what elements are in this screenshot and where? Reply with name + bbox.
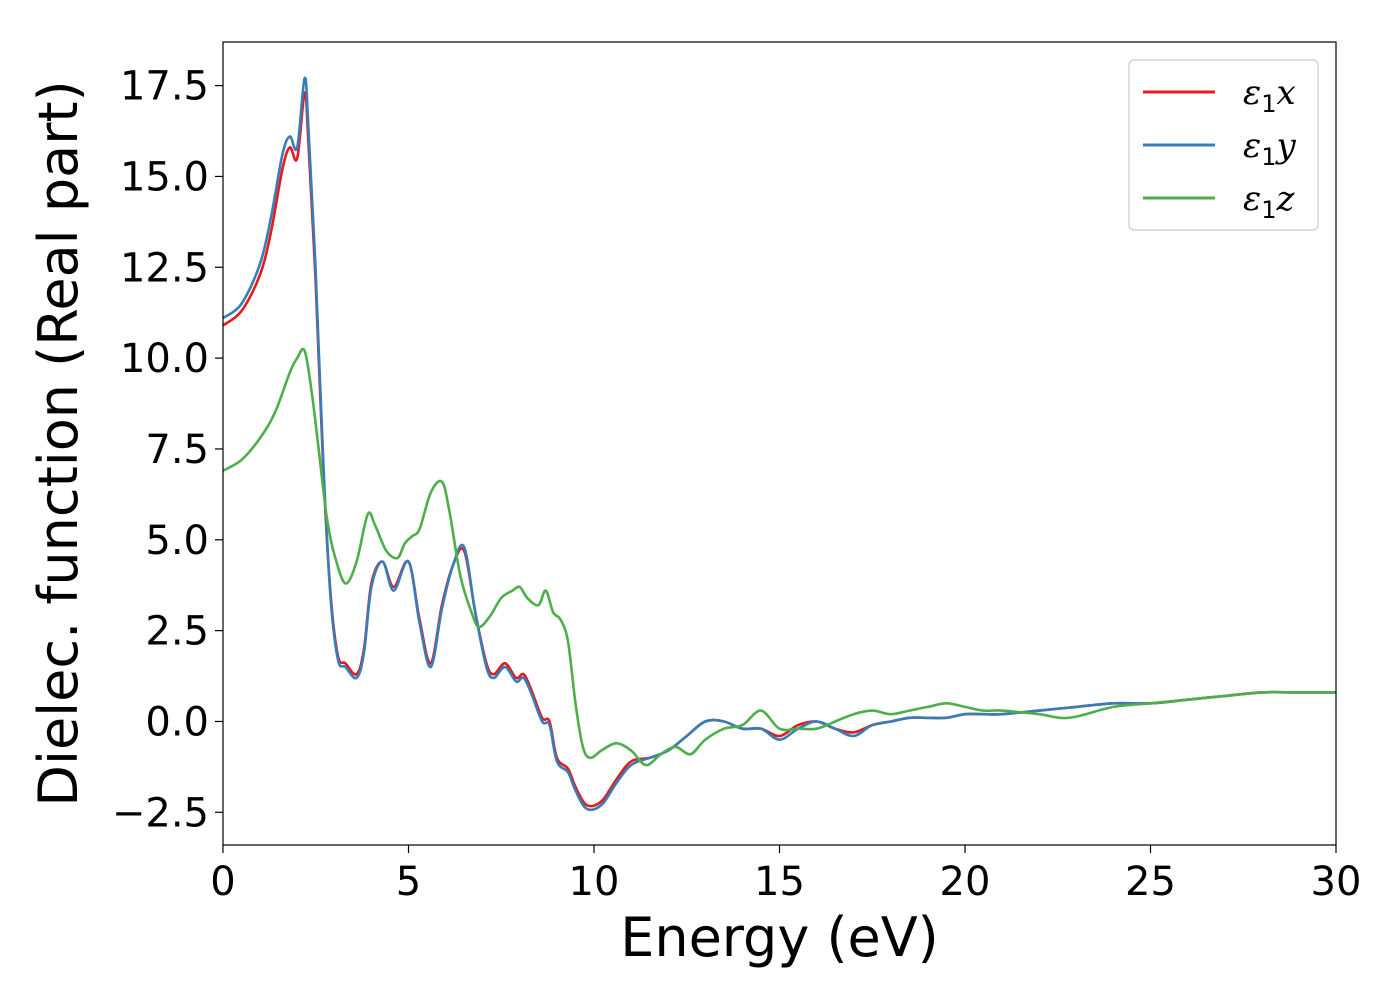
x-axis-label: Energy (eV) (620, 906, 939, 969)
y-tick-label: −2.5 (112, 790, 209, 836)
legend-label-y: ε1y (1243, 126, 1297, 171)
legend-label-z: ε1z (1243, 179, 1296, 224)
y-tick-label: 5.0 (145, 518, 209, 564)
y-tick-label: 12.5 (120, 245, 209, 291)
series-line-z (222, 347, 1336, 767)
x-tick-label: 20 (940, 859, 991, 905)
y-tick-label: 2.5 (145, 609, 209, 655)
x-tick-label: 15 (754, 859, 805, 905)
x-tick-label: 25 (1125, 859, 1176, 905)
y-tick-label: 7.5 (145, 427, 209, 473)
x-tick-label: 0 (210, 859, 235, 905)
x-axis-ticks: 0 5 10 15 20 25 30 (210, 845, 1361, 905)
legend-items: ε1x ε1y ε1z (1143, 73, 1297, 224)
x-tick-label: 5 (396, 859, 421, 905)
plot-frame (222, 41, 1337, 846)
x-tick-label: 30 (1311, 859, 1362, 905)
y-tick-label: 15.0 (120, 154, 209, 200)
y-tick-label: 0.0 (145, 699, 209, 745)
series-layer (222, 76, 1336, 812)
series-line-y (222, 76, 1336, 812)
legend: ε1x ε1y ε1z (1128, 59, 1319, 231)
x-tick-label: 10 (569, 859, 620, 905)
y-axis-label: Dielec. function (Real part) (27, 80, 90, 806)
y-tick-label: 10.0 (120, 336, 209, 382)
y-axis-ticks: −2.5 0.0 2.5 5.0 7.5 10.0 12.5 15.0 17.5 (112, 64, 223, 836)
legend-label-x: ε1x (1243, 73, 1296, 118)
legend-box (1128, 59, 1319, 231)
y-tick-label: 17.5 (120, 64, 209, 110)
